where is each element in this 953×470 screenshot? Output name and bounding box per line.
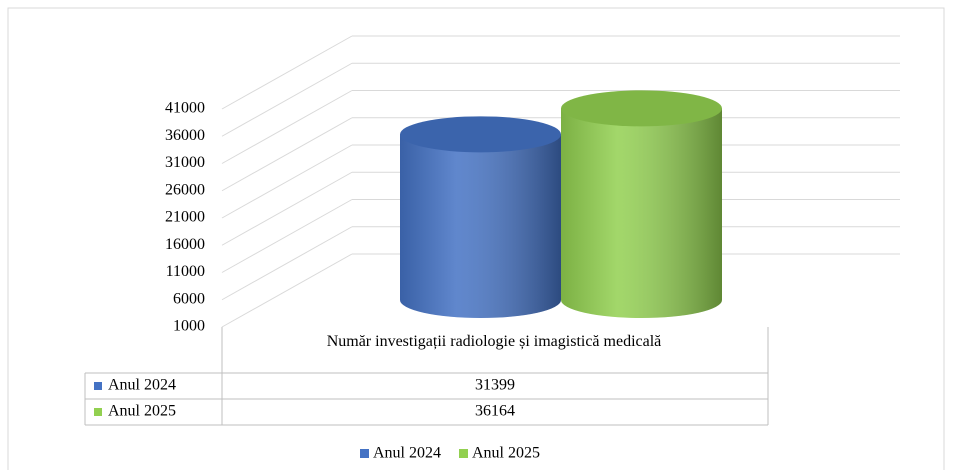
legend-key [94,408,102,416]
y-tick-label: 41000 [165,100,205,117]
y-tick-label: 6000 [173,290,205,307]
legend-key [459,449,468,458]
bar [400,116,561,318]
bar-part [561,90,722,127]
row-label: Anul 2025 [108,403,176,420]
legend-key [360,449,369,458]
y-tick-label: 1000 [173,318,205,335]
grid-line [221,90,353,164]
grid-line [221,199,353,273]
table-value: 31399 [475,377,515,394]
bar-part [400,116,561,153]
bar-part [400,116,561,153]
legend-key [94,382,102,390]
bar [561,90,722,318]
grid-line [221,226,353,301]
legend-label: Anul 2024 [373,445,441,462]
category-label: Număr investigații radiologie și imagist… [326,333,662,350]
bar-part [561,108,722,318]
grid-line [221,35,353,110]
bar-part [561,90,722,127]
y-tick-label: 21000 [165,209,205,226]
y-tick-label: 11000 [166,263,205,280]
grid-line [221,171,353,246]
frame [7,7,945,470]
row-label: Anul 2024 [108,377,176,394]
y-tick-label: 31000 [165,154,205,171]
grid-line [221,144,353,219]
legend-label: Anul 2025 [472,445,540,462]
bar-part [400,134,561,318]
y-tick-label: 36000 [165,127,205,144]
table-value: 36164 [475,403,515,420]
grid-line [221,117,353,192]
grid-line [221,253,353,328]
y-tick-label: 26000 [165,181,205,198]
y-tick-label: 16000 [165,236,205,253]
grid-line [221,62,353,137]
